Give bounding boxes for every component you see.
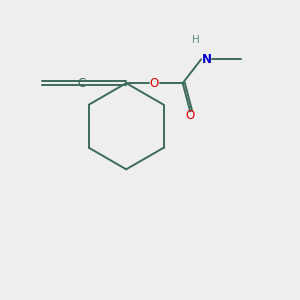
Text: C: C <box>77 76 86 90</box>
Text: H: H <box>192 35 200 45</box>
Text: O: O <box>150 76 159 90</box>
Text: N: N <box>202 53 212 66</box>
Text: O: O <box>185 109 195 122</box>
